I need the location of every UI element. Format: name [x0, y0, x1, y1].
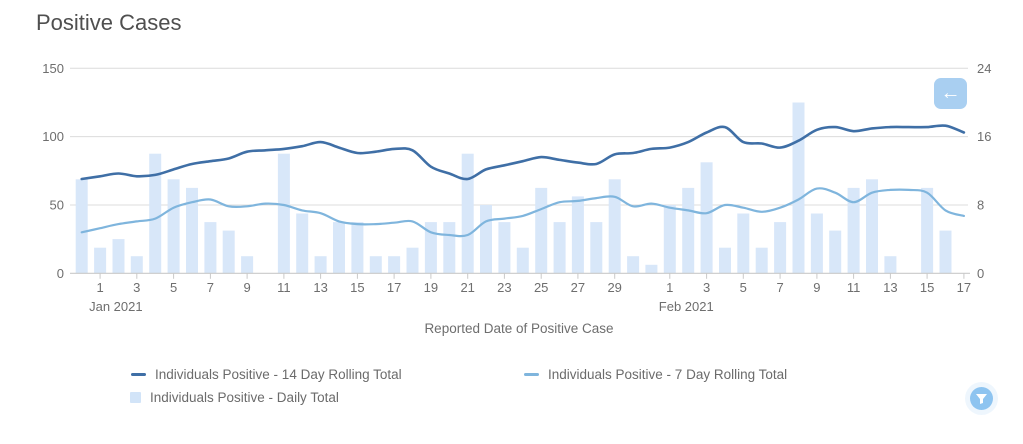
svg-text:11: 11 [847, 280, 861, 295]
gridlines [70, 67, 968, 206]
positive-cases-chart: 1 Jan 2021 3 5 7 9 11 13 15 17 19 21 23 25 27 29 1 Feb 20… [42, 61, 991, 336]
x-axis-title: Reported Date of Positive Case [424, 321, 613, 336]
line-14-day-rolling-total[interactable] [80, 124, 966, 181]
svg-text:19: 19 [424, 280, 438, 295]
svg-text:1: 1 [666, 280, 673, 295]
svg-text:50: 50 [50, 198, 64, 213]
svg-text:15: 15 [350, 280, 364, 295]
svg-text:25: 25 [534, 280, 548, 295]
svg-text:5: 5 [170, 280, 177, 295]
svg-text:17: 17 [957, 280, 971, 295]
svg-text:0: 0 [57, 266, 64, 281]
funnel-icon [976, 394, 987, 404]
svg-text:29: 29 [607, 280, 621, 295]
legend-item-14-day-rolling-total[interactable]: Individuals Positive - 14 Day Rolling To… [131, 366, 402, 382]
svg-text:9: 9 [813, 280, 820, 295]
back-button[interactable]: ← [934, 78, 967, 109]
right-axis-labels: 0 8 16 24 [977, 61, 991, 281]
bars-daily-total[interactable] [75, 102, 952, 274]
legend-item-7-day-rolling-total[interactable]: Individuals Positive - 7 Day Rolling Tot… [524, 366, 787, 382]
left-axis-labels: 0 50 100 150 [42, 61, 64, 281]
arrow-left-icon: ← [940, 82, 961, 104]
svg-text:16: 16 [977, 129, 991, 144]
svg-text:Feb 2021: Feb 2021 [659, 299, 714, 314]
svg-text:15: 15 [920, 280, 934, 295]
square-marker-icon [130, 391, 141, 403]
svg-text:7: 7 [207, 280, 214, 295]
legend-label: Individuals Positive - 7 Day Rolling Tot… [548, 366, 788, 382]
line-marker-icon [131, 372, 146, 376]
svg-text:3: 3 [133, 280, 140, 295]
svg-text:150: 150 [42, 61, 64, 76]
svg-text:17: 17 [387, 280, 401, 295]
legend-label: Individuals Positive - Daily Total [150, 389, 339, 405]
svg-text:Jan 2021: Jan 2021 [89, 299, 143, 314]
legend-label: Individuals Positive - 14 Day Rolling To… [155, 366, 402, 382]
svg-text:24: 24 [977, 61, 991, 76]
svg-text:21: 21 [460, 280, 474, 295]
svg-text:13: 13 [313, 280, 327, 295]
svg-text:9: 9 [243, 280, 250, 295]
svg-text:13: 13 [883, 280, 897, 295]
svg-text:7: 7 [776, 280, 783, 295]
svg-text:8: 8 [977, 198, 984, 213]
svg-text:1: 1 [96, 280, 103, 295]
svg-text:3: 3 [703, 280, 710, 295]
svg-text:11: 11 [277, 280, 291, 295]
filter-button[interactable] [970, 387, 993, 410]
line-marker-icon [524, 372, 539, 376]
chart-title: Positive Cases [36, 10, 182, 35]
svg-text:27: 27 [571, 280, 585, 295]
x-tick-labels: 1 Jan 2021 3 5 7 9 11 13 15 17 19 21 23 25 27 29 1 Feb 20… [89, 280, 971, 314]
svg-text:5: 5 [740, 280, 747, 295]
svg-text:23: 23 [497, 280, 511, 295]
svg-text:0: 0 [977, 266, 984, 281]
svg-text:100: 100 [42, 129, 64, 144]
x-axis [70, 272, 970, 279]
line-7-day-rolling-total[interactable] [80, 187, 965, 238]
legend-item-daily-total[interactable]: Individuals Positive - Daily Total [130, 389, 339, 405]
